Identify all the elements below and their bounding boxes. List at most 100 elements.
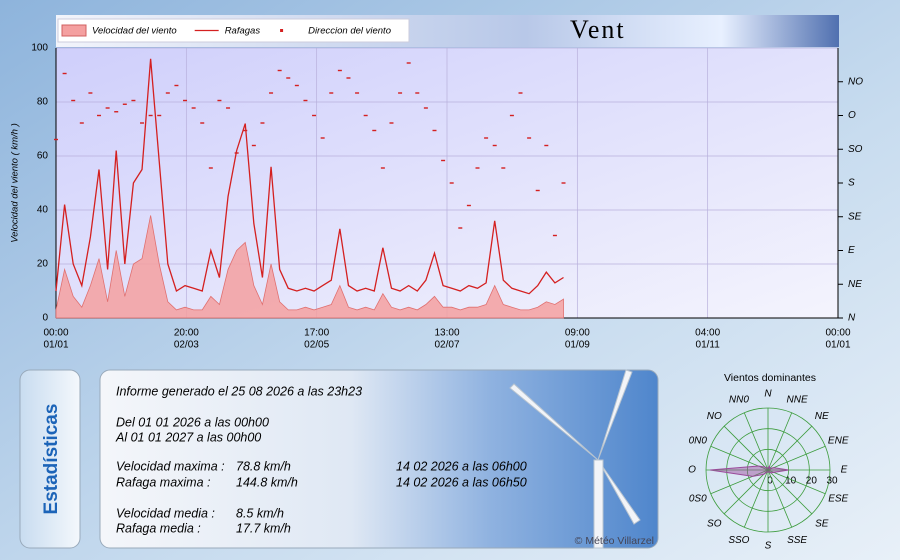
direction-point <box>286 77 291 79</box>
rose-spoke <box>723 469 769 515</box>
direction-point <box>71 99 76 102</box>
stats-cell: Velocidad media : <box>116 506 215 520</box>
y2-tick-label: N <box>848 313 856 324</box>
legend-swatch <box>280 29 284 32</box>
y2-tick-label: NO <box>848 76 863 87</box>
legend-label: Rafagas <box>225 26 261 37</box>
direction-point <box>449 182 454 184</box>
y2-tick-label: SO <box>848 144 863 155</box>
y-tick-label: 20 <box>37 259 49 270</box>
direction-point <box>183 99 188 102</box>
direction-point <box>294 84 299 87</box>
turbine <box>509 369 641 549</box>
direction-point <box>54 138 58 141</box>
rose-tick-label: 10 <box>785 476 797 487</box>
x-tick-label: 04:00 <box>695 328 720 339</box>
direction-point <box>312 114 317 117</box>
stats-cell: 14 02 2026 a las 06h00 <box>396 459 527 473</box>
stats-cell: 14 02 2026 a las 06h50 <box>396 475 527 489</box>
stats-cell: 78.8 km/h <box>236 459 291 473</box>
rose-direction-label: NN0 <box>729 394 749 405</box>
direction-point <box>148 114 153 117</box>
x-tick-label: 13:00 <box>434 328 459 339</box>
direction-point <box>337 69 342 72</box>
stats-tab-label: Estadísticas <box>41 404 62 515</box>
direction-point <box>200 122 205 124</box>
stats-generated: Informe generado el 25 08 2026 a las 23h… <box>116 384 362 398</box>
x-tick-label: 02/07 <box>434 340 459 351</box>
rose-direction-label: O <box>688 465 696 476</box>
y2-tick-label: SE <box>848 211 862 222</box>
rose-spoke <box>767 412 793 471</box>
direction-point <box>157 114 162 117</box>
direction-point <box>492 144 497 147</box>
x-tick-label: 02/05 <box>304 340 329 351</box>
rose-direction-label: ENE <box>828 436 849 447</box>
direction-point <box>269 92 274 94</box>
x-tick-label: 00:00 <box>825 328 850 339</box>
direction-point <box>432 129 437 132</box>
direction-point <box>389 122 394 124</box>
stats-to: Al 01 01 2027 a las 00h00 <box>115 430 261 444</box>
direction-point <box>226 107 231 109</box>
y-tick-label: 0 <box>42 313 48 324</box>
rose-spoke <box>767 469 813 515</box>
rose-direction-label: E <box>841 465 848 476</box>
direction-point <box>380 167 385 169</box>
direction-point <box>105 107 110 109</box>
x-tick-label: 17:00 <box>304 328 329 339</box>
y-tick-label: 60 <box>37 151 49 162</box>
rose-tick-label: 0 <box>767 476 773 487</box>
credit: © Météo Villarzel <box>575 535 654 547</box>
y-tick-label: 80 <box>37 97 49 108</box>
rose-chart: Vientos dominantes 0 10 20 30 N NNE NE ENE E ESE SE… <box>688 372 849 552</box>
direction-point <box>97 114 102 117</box>
direction-point <box>251 144 256 147</box>
direction-point <box>122 103 127 105</box>
direction-point <box>398 92 403 94</box>
direction-point <box>114 111 119 113</box>
rose-spoke <box>767 469 793 528</box>
legend-box <box>57 18 410 43</box>
direction-point <box>191 107 196 109</box>
legend-label: Direccion del viento <box>308 26 391 37</box>
speed-area <box>55 215 564 319</box>
rose-area <box>710 464 789 477</box>
rose-spoke <box>743 412 769 471</box>
rose-spoke <box>743 469 769 528</box>
y2-tick-label: S <box>848 178 855 189</box>
rose-spoke <box>723 425 769 471</box>
rose-direction-label: NNE <box>787 394 808 405</box>
y2-tick-label: NE <box>848 279 862 290</box>
direction-point <box>561 182 566 184</box>
direction-point <box>208 167 213 169</box>
gust-line <box>55 58 564 295</box>
stats-tab <box>19 369 81 549</box>
direction-point <box>62 72 67 75</box>
direction-point <box>303 99 308 102</box>
stats-panel <box>99 369 659 549</box>
x-tick-label: 01/11 <box>696 340 721 351</box>
direction-point <box>415 92 420 94</box>
direction-point <box>518 92 523 94</box>
rose-direction-label: SSE <box>787 535 807 546</box>
y-tick-label: 40 <box>37 205 49 216</box>
rose-spoke <box>767 445 826 471</box>
direction-point <box>277 69 282 72</box>
direction-point <box>260 122 265 124</box>
x-tick-label: 01/09 <box>565 340 590 351</box>
rose-direction-label: SO <box>707 518 722 529</box>
x-tick-label: 00:00 <box>43 328 68 339</box>
direction-point <box>79 122 84 124</box>
rose-tick-label: 20 <box>806 476 818 487</box>
rose-direction-label: N <box>764 389 772 400</box>
stats-text: Informe generado el 25 08 2026 a las 23h… <box>115 384 654 546</box>
direction-point <box>509 114 514 117</box>
rose-direction-label: NE <box>815 411 829 422</box>
direction-point <box>165 92 170 94</box>
direction-point <box>458 227 463 229</box>
stats-cell: 8.5 km/h <box>236 506 284 520</box>
direction-point <box>346 77 351 79</box>
rose-direction-label: ESE <box>828 494 848 505</box>
